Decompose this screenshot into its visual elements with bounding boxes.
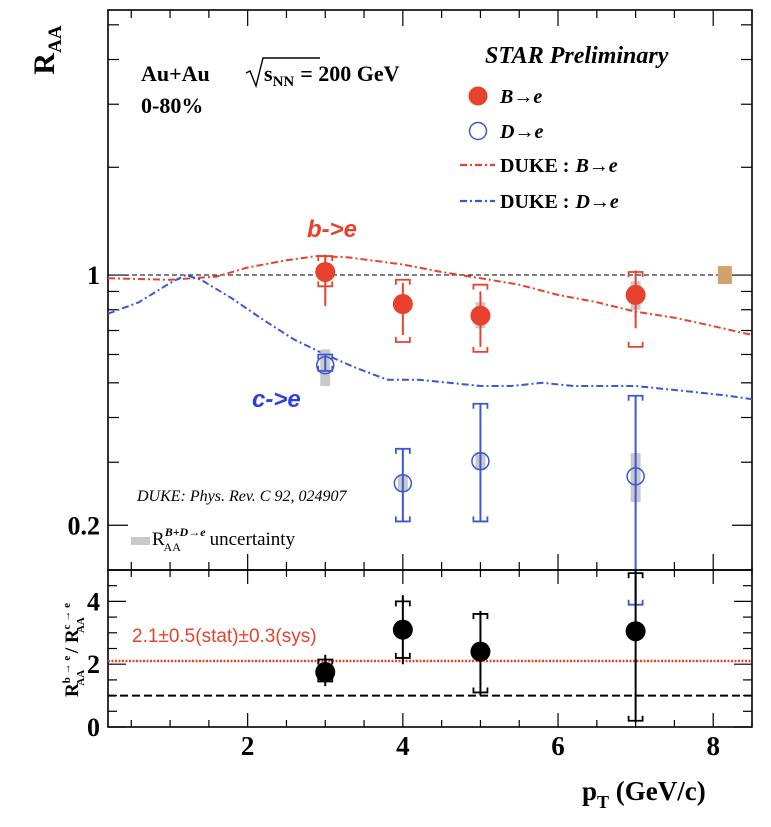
- xtick-label: 2: [241, 731, 255, 761]
- uncert-sub: AA: [164, 540, 182, 554]
- legend-label-duke-b: DUKE : B→e: [500, 155, 618, 177]
- b-to-e-point: [392, 294, 413, 315]
- b-to-e-sys-lower: [627, 341, 644, 348]
- ratio-point: [392, 619, 413, 640]
- d-to-e-sys-lower: [317, 365, 334, 372]
- b-to-e-point: [625, 284, 646, 305]
- b-to-e-sys-upper: [472, 283, 489, 290]
- top-ylabel-sub: AA: [45, 25, 66, 53]
- c-to-e-label: c->e: [252, 386, 301, 413]
- xtick-label: 6: [551, 731, 565, 761]
- d-to-e-sys-upper: [472, 402, 489, 409]
- legend-label-d: D→e: [499, 121, 543, 143]
- ratio-point: [625, 621, 646, 642]
- svg-text:RB+D→eAA uncertainty: RB+D→e AA uncertainty: [152, 525, 296, 554]
- d-to-e-point: [393, 474, 413, 493]
- top-ytick-label: 1: [87, 261, 100, 290]
- ratio-sys-lower: [394, 652, 411, 659]
- sqrt-s: s: [264, 61, 273, 86]
- collision-system: Au+Au: [141, 61, 210, 86]
- b-to-e-point: [315, 261, 336, 282]
- top-ytick-label: 0.2: [68, 511, 101, 540]
- legend-label-b: B→e: [499, 86, 542, 108]
- d-to-e-point: [626, 467, 645, 486]
- bottom-frame: [107, 569, 753, 728]
- duke-reference: DUKE: Phys. Rev. C 92, 024907: [136, 488, 347, 505]
- sqrt-s-sub: NN: [273, 74, 295, 90]
- top-ylabel-main: R: [28, 53, 61, 75]
- top-ylabel: RAA: [28, 25, 66, 74]
- d-to-e-sys-upper: [394, 447, 411, 454]
- xtick-label: 8: [706, 731, 720, 761]
- ratio-sys-upper: [472, 613, 489, 619]
- legend-marker-b: [468, 86, 488, 106]
- duke-b-curve: [107, 254, 753, 336]
- d-to-e-sys-lower: [394, 516, 411, 523]
- b-to-e-sys-upper: [317, 255, 334, 262]
- b-to-e-sys-lower: [472, 346, 489, 353]
- svg-text:sNN= 200 GeV: sNN = 200 GeV: [264, 61, 400, 90]
- legend-label-duke-d: DUKE : D→e: [500, 191, 619, 213]
- b-to-e-point: [470, 305, 491, 326]
- b-to-e-sys-upper: [627, 271, 644, 277]
- ratio-point: [470, 641, 491, 662]
- top-frame: [107, 9, 753, 571]
- ratio-sys-upper: [627, 572, 644, 579]
- bottom-ytick-label: 0: [87, 713, 100, 742]
- b-to-e-sys-upper: [394, 278, 411, 285]
- d-to-e-sys-upper: [627, 394, 644, 401]
- d-to-e-sys-lower: [472, 516, 489, 523]
- ratio-sys-upper: [394, 600, 411, 607]
- uncertainty-legend: RB+D→e AA uncertainty: [131, 525, 296, 554]
- uncert-main: R: [152, 529, 165, 550]
- d-to-e-sys-upper: [317, 353, 334, 360]
- ratio-sys-upper: [317, 658, 334, 665]
- xtick-label: 4: [396, 731, 410, 761]
- sqrt-s-label: sNN = 200 GeV: [245, 57, 400, 90]
- d-to-e-point: [471, 451, 490, 471]
- b-to-e-sys-lower: [317, 281, 334, 288]
- ratio-point: [315, 662, 336, 683]
- svg-text:Rb → eAA / Rc → eAA: Rb → e AA / Rc → e AA: [61, 603, 87, 697]
- bottom-ytick-label: 4: [87, 587, 100, 616]
- duke-d-curve: [107, 273, 753, 401]
- star-preliminary: STAR Preliminary: [485, 43, 669, 69]
- bottom-ylabel: Rb → e AA / Rc → e AA: [61, 603, 87, 697]
- ratio-sys-lower: [627, 715, 644, 722]
- uncert-sup: B+D→e: [164, 525, 207, 539]
- b-to-e-label: b->e: [307, 216, 357, 243]
- xlabel: pT (GeV/c): [582, 776, 706, 812]
- energy-value: = 200 GeV: [300, 61, 399, 86]
- fit-label: 2.1±0.5(stat)±0.3(sys): [132, 626, 317, 647]
- centrality: 0-80%: [141, 93, 203, 118]
- svg-text:RAA: RAA: [28, 25, 66, 74]
- uncertainty-swatch: [131, 537, 150, 545]
- d-to-e-point: [316, 355, 335, 375]
- legend-marker-d: [468, 121, 488, 141]
- ratio-sys-lower: [472, 687, 489, 694]
- bottom-ytick-label: 2: [87, 650, 100, 679]
- uncert-text: uncertainty: [205, 529, 296, 550]
- norm-uncertainty-box: [717, 266, 732, 285]
- legend: B→e D→e DUKE : B→e DUKE : D→e: [460, 86, 619, 213]
- b-to-e-sys-lower: [394, 337, 411, 343]
- bottom-panel: 0 2 4 2 4 6 8: [87, 569, 753, 761]
